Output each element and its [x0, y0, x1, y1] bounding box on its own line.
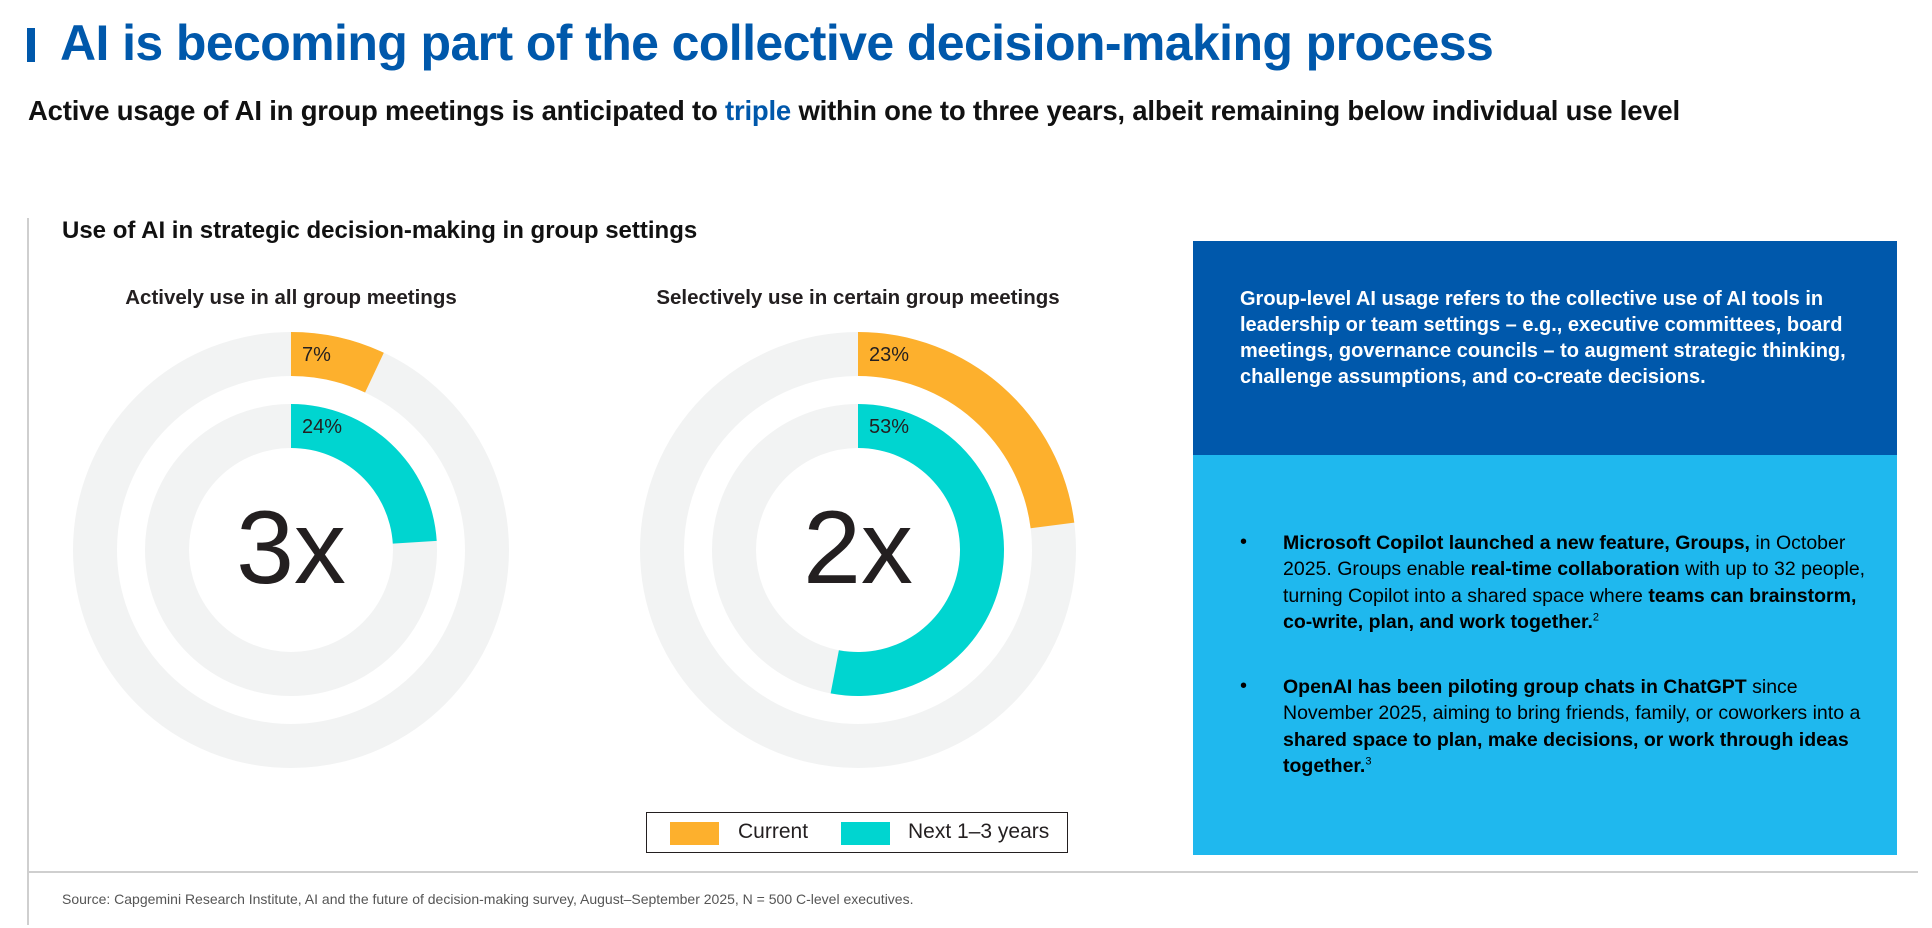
donut-selective: 23% 53% 2x	[640, 332, 1076, 768]
subtitle-highlight: triple	[724, 95, 792, 126]
page-subtitle: Active usage of AI in group meetings is …	[28, 95, 1680, 127]
donut-segment-current	[858, 332, 1075, 529]
bullet-text: since November 2025, aiming to bring fri…	[1283, 676, 1861, 725]
donut-center-multiplier: 2x	[803, 490, 913, 606]
donut-active: 7% 24% 3x	[73, 332, 509, 768]
donut-title-active: Actively use in all group meetings	[125, 286, 457, 309]
definition-panel	[1193, 241, 1897, 455]
segment-label-next: 24%	[302, 416, 342, 438]
source-note: Source: Capgemini Research Institute, AI…	[62, 891, 914, 907]
segment-label-next: 53%	[869, 416, 909, 438]
title-accent-bar	[27, 28, 35, 62]
bullet-bold: shared space to plan, make decisions, or…	[1283, 728, 1849, 777]
bullet-text: in October 2025. Groups enable	[1283, 532, 1846, 581]
chart-legend: Current Next 1–3 years	[646, 812, 1068, 853]
definition-text: Group-level AI usage refers to the colle…	[1240, 288, 1846, 388]
donut-segment-current	[291, 332, 384, 393]
subtitle-text-after: within one to three years, albeit remain…	[791, 95, 1680, 126]
bullet-icon: •	[1240, 531, 1248, 553]
bullet-bold: teams can brainstorm, co-write, plan, an…	[1283, 584, 1857, 633]
left-divider	[27, 218, 29, 925]
legend-label-next: Next 1–3 years	[908, 820, 1050, 843]
legend-label-current: Current	[738, 820, 809, 843]
footer-divider	[28, 871, 1918, 873]
legend-swatch-next	[841, 822, 890, 845]
donut-segment-next	[291, 404, 437, 544]
bullet-bold: real-time collaboration	[1470, 558, 1680, 581]
subtitle-text-before: Active usage of AI in group meetings is …	[28, 95, 725, 126]
footnote-ref: 2	[1592, 611, 1600, 624]
bullet-bold: Microsoft Copilot launched a new feature…	[1283, 532, 1750, 554]
donut-charts: 7% 24% 3x 23% 53% 2x	[73, 332, 1076, 768]
donut-title-selective: Selectively use in certain group meeting…	[656, 286, 1060, 309]
bullet-text: with up to 32 people, turning Copilot in…	[1283, 558, 1866, 607]
bullet-openai: OpenAI has been piloting group chats in …	[1283, 674, 1873, 779]
page-title: AI is becoming part of the collective de…	[60, 15, 1494, 71]
bullet-microsoft-copilot: Microsoft Copilot launched a new feature…	[1283, 530, 1873, 635]
donut-center-multiplier: 3x	[236, 490, 346, 606]
chart-title: Use of AI in strategic decision-making i…	[62, 217, 698, 244]
examples-panel	[1193, 455, 1897, 855]
bullet-icon: •	[1240, 675, 1248, 697]
bullet-bold: OpenAI has been piloting group chats in …	[1283, 676, 1747, 698]
segment-label-current: 23%	[869, 344, 909, 366]
footnote-ref: 3	[1365, 755, 1372, 768]
segment-label-current: 7%	[302, 344, 331, 366]
donut-segment-next	[830, 404, 1004, 696]
legend-swatch-current	[670, 822, 719, 845]
